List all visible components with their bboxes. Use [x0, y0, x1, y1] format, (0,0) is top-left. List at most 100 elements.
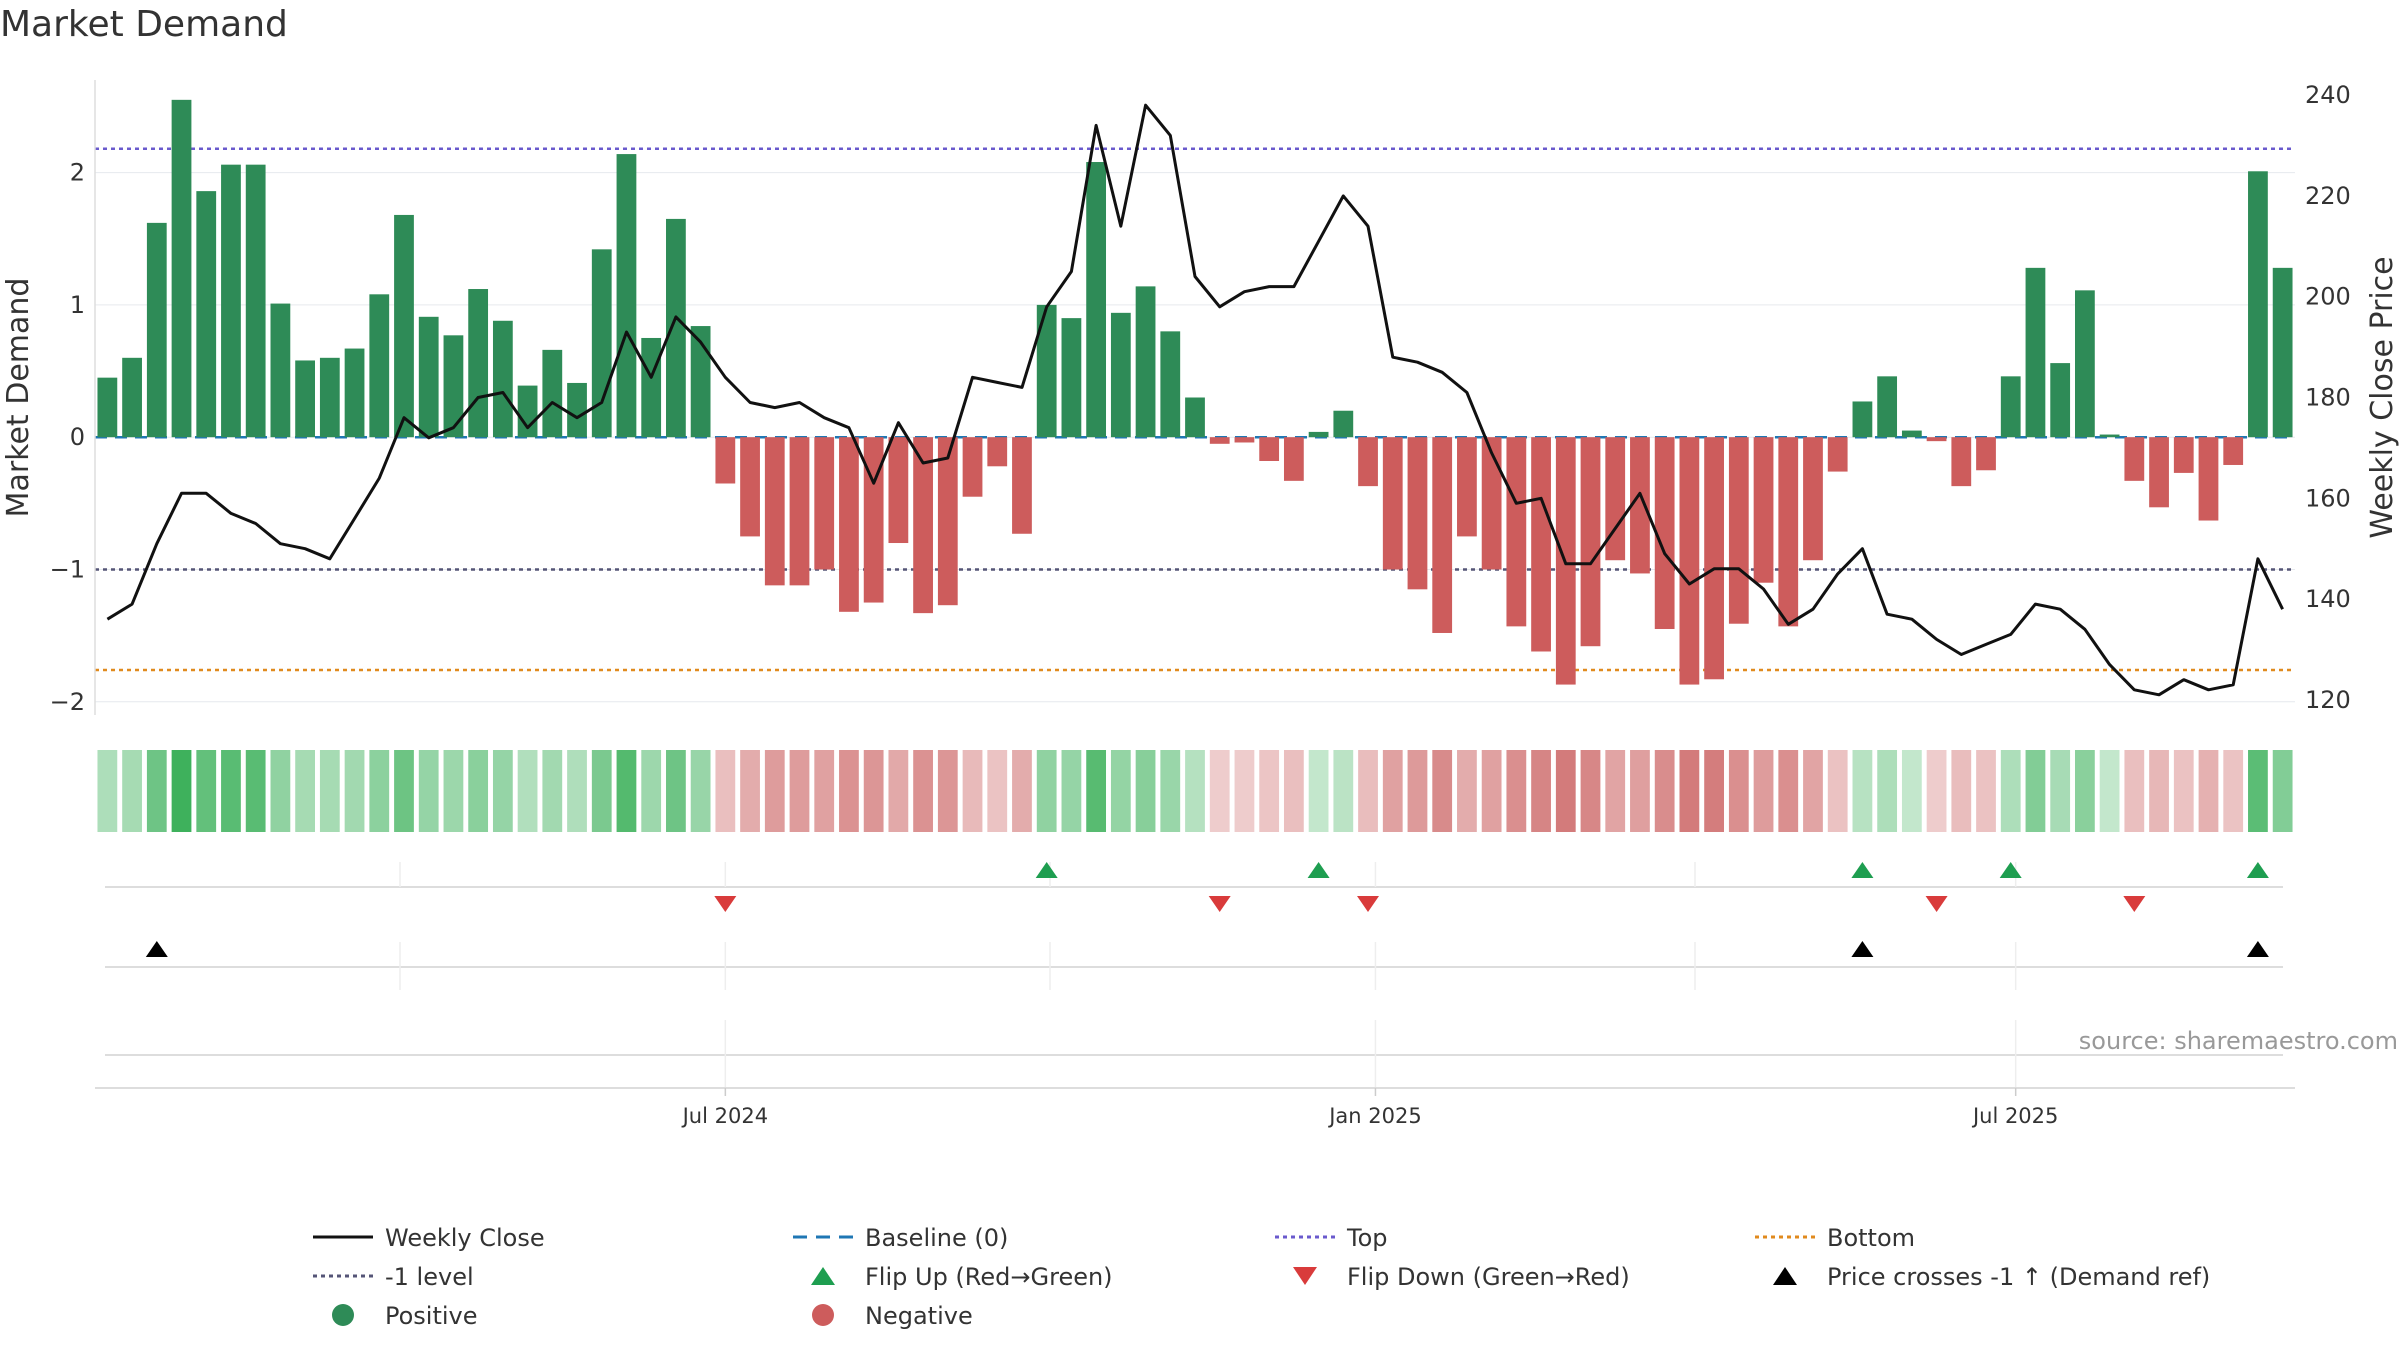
legend-swatch-triangle-down	[1293, 1267, 1317, 1285]
demand-bar	[1704, 437, 1724, 680]
demand-bar	[814, 437, 835, 570]
heat-cell	[839, 750, 859, 832]
demand-bar	[122, 357, 142, 438]
heat-cell	[1679, 750, 1700, 832]
heat-cell	[1432, 750, 1453, 832]
demand-bar	[146, 222, 167, 438]
demand-bar	[1135, 286, 1156, 438]
y2-tick-label: 180	[2305, 384, 2351, 412]
heat-cell	[1259, 750, 1280, 832]
heat-cell	[913, 750, 933, 832]
demand-bars	[97, 99, 2293, 685]
heat-cell	[2248, 750, 2268, 832]
heat-cell	[1778, 750, 1799, 832]
demand-bar	[1333, 410, 1354, 438]
demand-bar	[1209, 437, 1230, 444]
heat-cell	[2173, 750, 2194, 832]
heat-cell	[1209, 750, 1230, 832]
heat-cell	[1061, 750, 1082, 832]
flip-up-marker	[2246, 862, 2269, 878]
heat-cell	[319, 750, 340, 832]
heat-cell	[1012, 750, 1032, 832]
demand-bar	[295, 360, 315, 438]
demand-bar	[1259, 437, 1280, 461]
demand-bar	[2149, 437, 2169, 508]
demand-bar	[2025, 267, 2046, 438]
demand-bar	[1580, 437, 1601, 647]
heat-cell	[1234, 750, 1255, 832]
legend-swatch-triangle-up	[1773, 1267, 1797, 1285]
demand-bar	[270, 303, 291, 438]
heat-cell	[517, 750, 538, 832]
heat-cell	[171, 750, 192, 832]
heat-cell	[1110, 750, 1131, 832]
heat-cell	[1580, 750, 1601, 832]
heat-cell	[245, 750, 266, 832]
heat-cell	[2198, 750, 2219, 832]
heat-cell	[690, 750, 711, 832]
y-tick-label: 0	[70, 423, 85, 451]
flip-up-marker	[1035, 862, 1058, 878]
demand-bar	[2272, 267, 2293, 438]
legend-swatch-dot	[332, 1304, 354, 1326]
demand-bar	[2050, 363, 2071, 438]
heat-cell	[1951, 750, 1972, 832]
demand-bar	[591, 249, 612, 438]
demand-bar	[1506, 437, 1527, 627]
demand-bar	[616, 154, 637, 438]
heat-cell	[1036, 750, 1057, 832]
heat-cell	[394, 750, 414, 832]
heat-cell	[1333, 750, 1354, 832]
demand-bar	[1951, 437, 1972, 487]
demand-bar	[2075, 290, 2095, 438]
demand-bar	[888, 437, 909, 544]
heat-strip	[97, 750, 2293, 832]
heat-cell	[344, 750, 365, 832]
legend-label: Bottom	[1827, 1224, 1915, 1252]
demand-bar	[1605, 437, 1626, 561]
demand-bar	[517, 385, 538, 438]
legend-label: Top	[1346, 1224, 1388, 1252]
heat-cell	[1753, 750, 1774, 832]
demand-bar	[740, 437, 760, 537]
demand-bar	[1283, 437, 1304, 481]
heat-cell	[196, 750, 217, 832]
demand-bar	[1086, 162, 1107, 438]
heat-cell	[567, 750, 587, 832]
demand-bar	[567, 382, 587, 438]
heat-cell	[1506, 750, 1527, 832]
y2-tick-label: 200	[2305, 283, 2351, 311]
demand-bar	[764, 437, 785, 586]
demand-bar	[1679, 437, 1700, 685]
demand-bar	[962, 437, 983, 497]
demand-bar	[221, 164, 241, 438]
heat-cell	[814, 750, 835, 832]
demand-bar	[2000, 376, 2021, 438]
heat-cell	[122, 750, 142, 832]
demand-bar	[987, 437, 1008, 467]
legend-label: Negative	[865, 1302, 973, 1330]
heat-cell	[1481, 750, 1502, 832]
chart-title: Market Demand	[0, 4, 288, 45]
heat-cell	[2272, 750, 2293, 832]
heat-cell	[1926, 750, 1947, 832]
y-tick-label: −2	[50, 688, 85, 716]
heat-cell	[492, 750, 513, 832]
demand-bar	[715, 437, 736, 484]
source-label: source: sharemaestro.com	[2079, 1027, 2398, 1055]
demand-bar	[913, 437, 933, 614]
flip-down-marker	[1208, 896, 1231, 912]
demand-bar	[196, 191, 217, 438]
weekly-close-line	[106, 103, 2284, 697]
demand-bar	[2248, 171, 2268, 438]
y2-tick-label: 220	[2305, 182, 2351, 210]
heat-cell	[146, 750, 167, 832]
legend-swatch-dot	[812, 1304, 834, 1326]
demand-bar	[1827, 437, 1848, 472]
y-tick-label: 1	[70, 291, 85, 319]
demand-bar	[245, 164, 266, 438]
heat-cell	[888, 750, 909, 832]
demand-bar	[2099, 434, 2120, 438]
heat-cell	[962, 750, 983, 832]
demand-bar	[443, 335, 464, 438]
